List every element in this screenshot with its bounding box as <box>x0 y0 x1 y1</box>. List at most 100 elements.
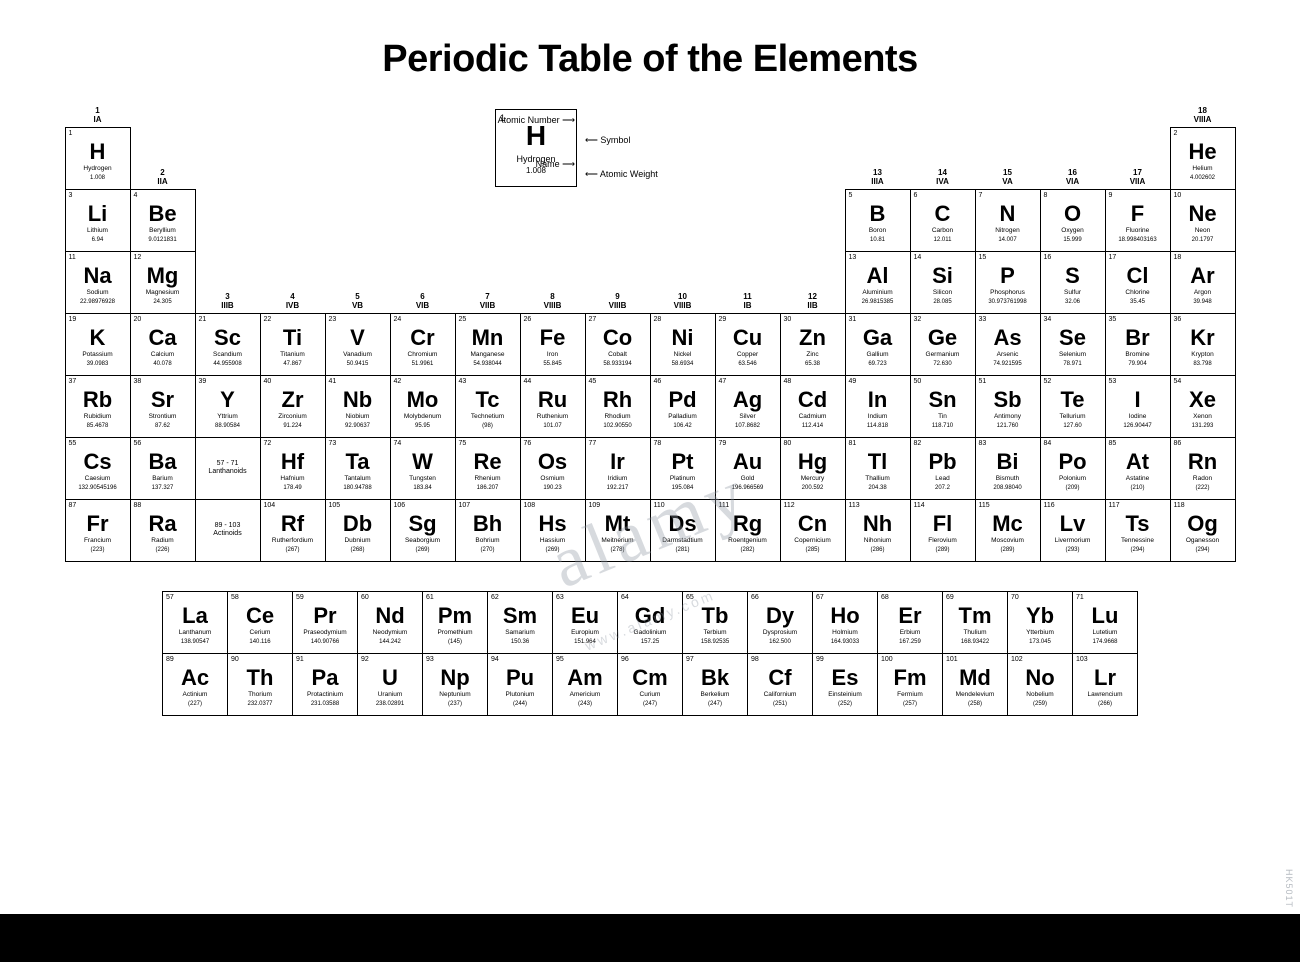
atomic-number: 6 <box>914 192 918 199</box>
element-symbol: Li <box>88 203 108 225</box>
legend-example-cell: 1 H Hydrogen 1.008 <box>495 109 577 187</box>
element-Sg: 106SgSeaborgium(269) <box>390 499 456 562</box>
atomic-number: 48 <box>784 378 792 385</box>
atomic-weight: 40.078 <box>153 361 171 367</box>
element-symbol: Pm <box>438 605 472 627</box>
element-name: Potassium <box>82 352 112 359</box>
element-symbol: P <box>1000 265 1015 287</box>
legend-example-number: 1 <box>500 113 505 123</box>
atomic-number: 59 <box>296 594 304 601</box>
element-name: Tennessine <box>1121 538 1154 545</box>
element-symbol: K <box>90 327 106 349</box>
element-name: Hafnium <box>280 476 304 483</box>
element-Lv: 116LvLivermorium(293) <box>1040 499 1106 562</box>
element-name: Silicon <box>933 290 952 297</box>
element-Se: 34SeSelenium78.971 <box>1040 313 1106 376</box>
atomic-weight: 204.38 <box>868 485 886 491</box>
image-id: HK501T <box>1284 869 1294 908</box>
atomic-number: 72 <box>264 440 272 447</box>
element-Og: 118OgOganesson(294) <box>1170 499 1236 562</box>
atomic-weight: (266) <box>1098 701 1112 707</box>
element-symbol: Pd <box>668 389 696 411</box>
element-name: Fermium <box>897 692 923 699</box>
element-symbol: Cr <box>410 327 434 349</box>
element-Xe: 54XeXenon131.293 <box>1170 375 1236 438</box>
atomic-weight: 158.92535 <box>701 639 729 645</box>
element-name: Nihonium <box>864 538 891 545</box>
atomic-weight: 26.9815385 <box>862 299 894 305</box>
atomic-weight: 69.723 <box>868 361 886 367</box>
atomic-weight: 101.07 <box>543 423 561 429</box>
element-symbol: N <box>1000 203 1016 225</box>
element-Er: 68ErErbium167.259 <box>877 591 943 654</box>
element-Cn: 112CnCopernicium(285) <box>780 499 846 562</box>
atomic-weight: 196.966569 <box>732 485 764 491</box>
atomic-number: 44 <box>524 378 532 385</box>
element-symbol: Cf <box>768 667 791 689</box>
atomic-weight: 200.592 <box>802 485 824 491</box>
element-symbol: Yb <box>1026 605 1054 627</box>
atomic-weight: 22.98976928 <box>80 299 115 305</box>
atomic-weight: 151.964 <box>574 639 596 645</box>
element-name: Lawrencium <box>1087 692 1122 699</box>
element-Al: 13AlAluminium26.9815385 <box>845 251 911 314</box>
element-symbol: Cs <box>83 451 111 473</box>
element-Hf: 72HfHafnium178.49 <box>260 437 326 500</box>
element-symbol: Br <box>1125 327 1149 349</box>
element-Tb: 65TbTerbium158.92535 <box>682 591 748 654</box>
element-name: Caesium <box>85 476 111 483</box>
element-symbol: B <box>870 203 886 225</box>
atomic-weight: 107.8682 <box>735 423 760 429</box>
element-symbol: Db <box>343 513 372 535</box>
element-Au: 79AuGold196.966569 <box>715 437 781 500</box>
atomic-weight: 58.6934 <box>672 361 694 367</box>
atomic-number: 114 <box>914 502 925 509</box>
atomic-weight: 55.845 <box>543 361 561 367</box>
element-Ge: 32GeGermanium72.630 <box>910 313 976 376</box>
element-symbol: S <box>1065 265 1080 287</box>
element-Mt: 109MtMeitnerium(278) <box>585 499 651 562</box>
element-symbol: Bh <box>473 513 502 535</box>
atomic-weight: (247) <box>643 701 657 707</box>
element-name: Rutherfordium <box>272 538 313 545</box>
atomic-weight: 92.90637 <box>345 423 370 429</box>
atomic-number: 66 <box>751 594 759 601</box>
atomic-number: 78 <box>654 440 662 447</box>
atomic-number: 93 <box>426 656 434 663</box>
element-name: Livermorium <box>1055 538 1091 545</box>
element-name: Copper <box>737 352 758 359</box>
element-symbol: Se <box>1059 327 1086 349</box>
element-name: Mercury <box>801 476 824 483</box>
atomic-number: 63 <box>556 594 564 601</box>
element-name: Rhodium <box>604 414 630 421</box>
element-symbol: Ta <box>345 451 369 473</box>
atomic-weight: (258) <box>968 701 982 707</box>
atomic-number: 49 <box>849 378 857 385</box>
element-symbol: Ar <box>1190 265 1214 287</box>
element-Fr: 87FrFrancium(223) <box>65 499 131 562</box>
element-symbol: Bk <box>701 667 729 689</box>
element-symbol: Ir <box>610 451 625 473</box>
actinoids-placeholder: 89 - 103Actinoids <box>195 499 261 562</box>
element-symbol: Ba <box>148 451 176 473</box>
element-name: Boron <box>869 228 886 235</box>
atomic-weight: 39.0983 <box>87 361 109 367</box>
element-symbol: Sr <box>151 389 174 411</box>
element-symbol: Ne <box>1188 203 1216 225</box>
atomic-number: 75 <box>459 440 467 447</box>
atomic-number: 117 <box>1109 502 1120 509</box>
atomic-number: 53 <box>1109 378 1117 385</box>
atomic-number: 110 <box>654 502 665 509</box>
atomic-number: 58 <box>231 594 239 601</box>
atomic-weight: (289) <box>935 547 949 553</box>
atomic-number: 118 <box>1174 502 1185 509</box>
atomic-weight: 150.36 <box>511 639 529 645</box>
group-header-7: 7VIIB <box>455 251 520 313</box>
element-symbol: Si <box>932 265 953 287</box>
atomic-weight: (289) <box>1000 547 1014 553</box>
element-name: Osmium <box>540 476 564 483</box>
element-Ru: 44RuRuthenium101.07 <box>520 375 586 438</box>
element-symbol: Bi <box>997 451 1019 473</box>
element-Lr: 103LrLawrencium(266) <box>1072 653 1138 716</box>
atomic-weight: (244) <box>513 701 527 707</box>
